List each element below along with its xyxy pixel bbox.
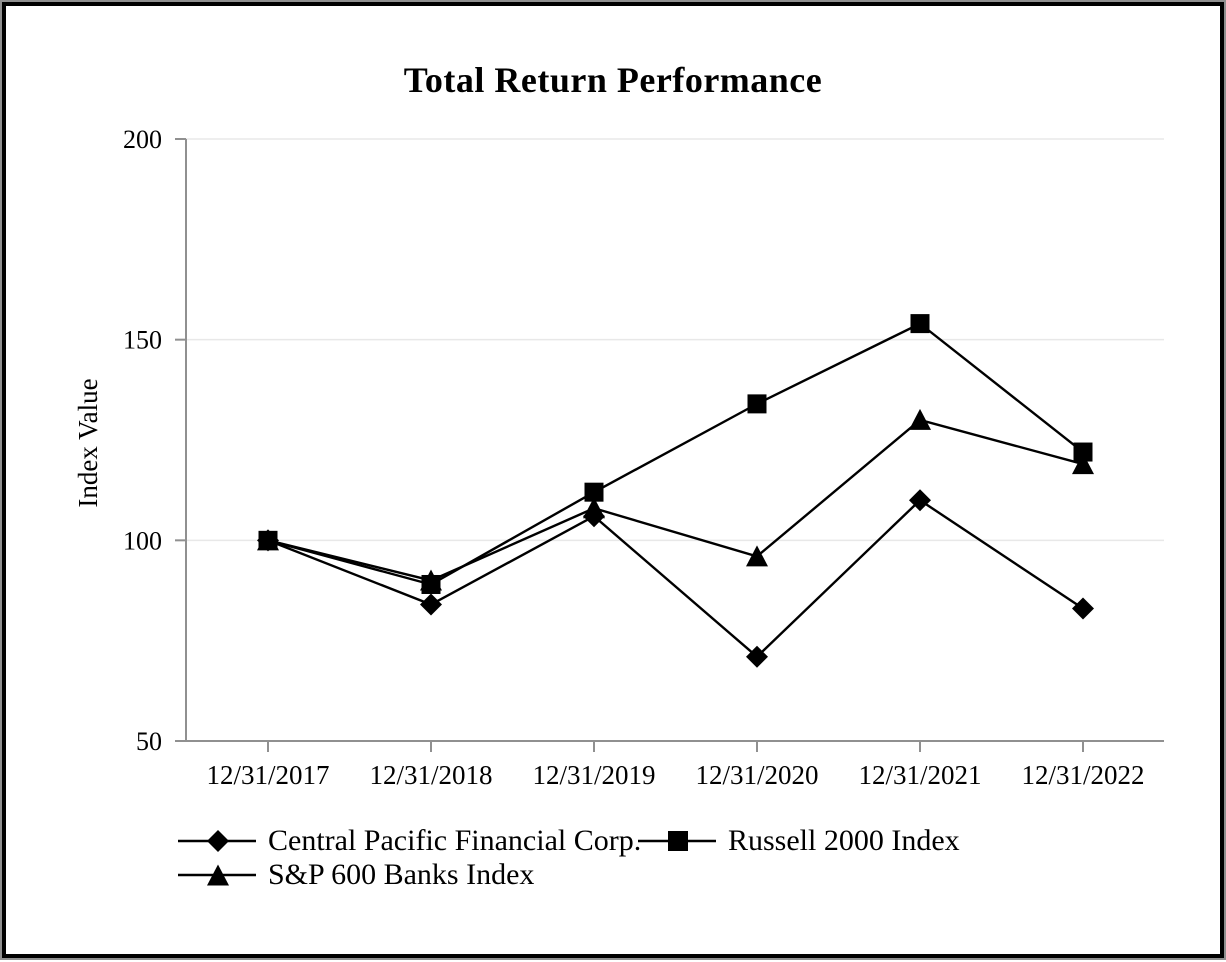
legend-item-central-pacific: Central Pacific Financial Corp. <box>178 824 642 858</box>
marker-square <box>421 574 441 594</box>
x-tick-label: 12/31/2020 <box>695 760 818 790</box>
y-tick-label: 100 <box>123 526 162 555</box>
marker-diamond <box>420 593 442 616</box>
legend-item-russell-2000: Russell 2000 Index <box>638 824 960 858</box>
x-tick-label: 12/31/2021 <box>858 760 981 790</box>
x-tick-label: 12/31/2018 <box>369 760 492 790</box>
square-marker-icon <box>638 831 716 851</box>
x-tick-label: 12/31/2017 <box>206 760 329 790</box>
marker-triangle <box>1072 453 1094 475</box>
marker-triangle <box>746 545 768 567</box>
marker-triangle <box>909 408 931 430</box>
marker-diamond <box>583 505 605 528</box>
marker-square <box>584 482 604 502</box>
marker-square <box>258 530 278 550</box>
marker-diamond <box>746 645 768 668</box>
series-line-diamond <box>267 498 1084 659</box>
x-tick-label: 12/31/2022 <box>1021 760 1144 790</box>
marker-diamond <box>909 489 931 512</box>
legend-label-russell-2000: Russell 2000 Index <box>728 824 960 857</box>
marker-diamond <box>1072 597 1094 620</box>
legend-item-sp600-banks: S&P 600 Banks Index <box>178 858 638 892</box>
chart-title: Total Return Performance <box>403 60 823 100</box>
y-tick-label: 150 <box>123 326 162 355</box>
y-tick-label: 200 <box>123 125 162 154</box>
legend-label-central-pacific: Central Pacific Financial Corp. <box>268 824 642 857</box>
series-line-triangle <box>267 418 1084 582</box>
diamond-marker-icon <box>178 830 256 852</box>
y-tick-label: 50 <box>136 727 162 756</box>
legend-label-sp600-banks: S&P 600 Banks Index <box>268 858 535 891</box>
marker-square <box>910 314 930 334</box>
series-line-square <box>267 322 1084 586</box>
chart-legend: Central Pacific Financial Corp. Russell … <box>178 824 960 892</box>
triangle-marker-icon <box>178 864 256 886</box>
marker-square <box>747 394 767 414</box>
marker-square <box>1073 442 1093 462</box>
x-tick-label: 12/31/2019 <box>532 760 655 790</box>
